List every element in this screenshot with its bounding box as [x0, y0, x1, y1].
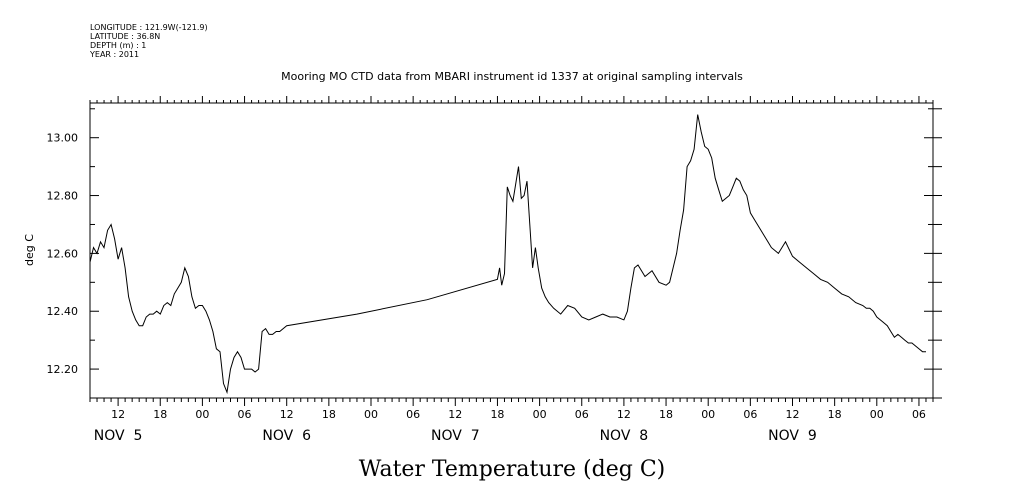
series-line [89, 114, 926, 395]
x-tick-label: 06 [743, 408, 757, 421]
x-tick-label: 18 [659, 408, 673, 421]
x-tick-label: 12 [280, 408, 294, 421]
y-tick-label: 13.00 [47, 132, 79, 145]
meta-block: LONGITUDE : 121.9W(-121.9) LATITUDE : 36… [89, 23, 208, 59]
x-tick-label: 12 [617, 408, 631, 421]
x-tick-label: 06 [406, 408, 420, 421]
meta-year: YEAR : 2011 [89, 50, 139, 59]
x-tick-label: 00 [870, 408, 884, 421]
x-tick-label: 12 [448, 408, 462, 421]
meta-depth: DEPTH (m) : 1 [90, 41, 146, 50]
x-tick-label: 00 [195, 408, 209, 421]
y-tick-label: 12.80 [47, 190, 79, 203]
x-tick-label: 18 [828, 408, 842, 421]
x-tick-label: 06 [238, 408, 252, 421]
x-tick-label: 18 [490, 408, 504, 421]
x-tick-label: 06 [575, 408, 589, 421]
x-tick-label: 00 [364, 408, 378, 421]
x-tick-label: 18 [322, 408, 336, 421]
y-axis: 12.20 12.40 12.60 12.80 13.00 [47, 108, 942, 399]
x-tick-label: 06 [912, 408, 926, 421]
y-tick-label: 12.60 [47, 247, 79, 260]
x-axis-label: Water Temperature (deg C) [359, 457, 666, 482]
x-day-label: NOV 8 [600, 428, 649, 444]
x-tick-label: 00 [533, 408, 547, 421]
meta-longitude: LONGITUDE : 121.9W(-121.9) [90, 23, 208, 32]
x-day-label: NOV 9 [768, 428, 817, 444]
y-axis-label: deg C [23, 234, 36, 266]
meta-latitude: LATITUDE : 36.8N [90, 32, 160, 41]
x-day-label: NOV 7 [431, 428, 480, 444]
x-day-label: NOV 6 [262, 428, 311, 444]
x-tick-label: 12 [786, 408, 800, 421]
x-tick-label: 00 [701, 408, 715, 421]
x-day-label: NOV 5 [94, 428, 143, 444]
plot-frame [89, 102, 934, 399]
y-tick-label: 12.40 [47, 305, 79, 318]
chart-title: Mooring MO CTD data from MBARI instrumen… [281, 70, 743, 83]
x-tick-label: 18 [153, 408, 167, 421]
y-tick-label: 12.20 [47, 363, 79, 376]
x-axis: 12 18 00 06 12 18 00 06 12 18 00 06 12 18 00 06 12 18 00 06… [89, 96, 934, 444]
x-tick-label: 12 [111, 408, 125, 421]
